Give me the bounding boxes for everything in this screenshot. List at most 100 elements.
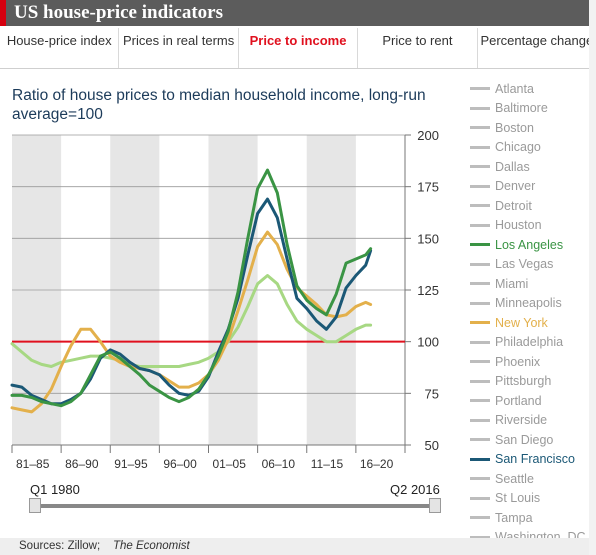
- legend-label: Las Vegas: [495, 257, 554, 272]
- slider-track[interactable]: [36, 504, 436, 508]
- page-title: US house-price indicators: [14, 2, 223, 23]
- legend-label: Miami: [495, 276, 529, 291]
- page-scrollbar[interactable]: [589, 0, 596, 555]
- legend-swatch: [470, 321, 490, 325]
- legend-item[interactable]: Chicago: [470, 138, 596, 158]
- legend-label: Houston: [495, 218, 542, 233]
- legend-swatch: [470, 399, 490, 403]
- legend-swatch: [470, 360, 490, 364]
- legend-swatch: [470, 516, 490, 520]
- y-tick-label: 50: [425, 438, 439, 453]
- legend-swatch: [470, 223, 490, 227]
- legend-item[interactable]: Phoenix: [470, 352, 596, 372]
- legend-label: Phoenix: [495, 354, 541, 369]
- legend-swatch: [470, 204, 490, 208]
- y-tick-label: 100: [417, 335, 439, 350]
- tab-price-to-rent[interactable]: Price to rent: [358, 28, 478, 68]
- legend-label: Dallas: [495, 159, 530, 174]
- legend-item[interactable]: Dallas: [470, 157, 596, 177]
- legend-label: Denver: [495, 179, 536, 194]
- legend-item[interactable]: Detroit: [470, 196, 596, 216]
- legend-swatch: [470, 106, 490, 110]
- legend-item[interactable]: Los Angeles: [470, 235, 596, 255]
- legend-swatch: [470, 438, 490, 442]
- legend-label: Minneapolis: [495, 296, 562, 311]
- tab-prices-real-terms[interactable]: Prices in real terms: [119, 28, 239, 68]
- legend-item[interactable]: Tampa: [470, 508, 596, 528]
- slider-start-handle[interactable]: [29, 498, 41, 513]
- series-line-los-angeles: [10, 168, 373, 408]
- legend-swatch: [470, 126, 490, 130]
- legend-label: San Diego: [495, 432, 554, 447]
- legend-item[interactable]: San Diego: [470, 430, 596, 450]
- legend-swatch: [470, 262, 490, 266]
- y-tick-label: 150: [417, 231, 439, 246]
- legend-label: Baltimore: [495, 101, 548, 116]
- legend-swatch: [470, 282, 490, 286]
- x-tick-label: 81–85: [16, 457, 50, 470]
- legend-item[interactable]: Miami: [470, 274, 596, 294]
- legend-item[interactable]: Boston: [470, 118, 596, 138]
- legend-item[interactable]: St Louis: [470, 489, 596, 509]
- legend-swatch: [470, 379, 490, 383]
- legend-label: Riverside: [495, 413, 548, 428]
- source-note: Sources: Zillow; The Economist: [0, 538, 596, 555]
- legend-item[interactable]: Atlanta: [470, 79, 596, 99]
- legend-label: Philadelphia: [495, 335, 564, 350]
- x-tick-label: 91–95: [114, 457, 148, 470]
- x-tick-label: 86–90: [65, 457, 99, 470]
- legend-label: San Francisco: [495, 452, 575, 467]
- legend-label: Chicago: [495, 140, 541, 155]
- legend-swatch: [470, 243, 490, 247]
- x-tick-label: 96–00: [163, 457, 197, 470]
- legend-label: St Louis: [495, 491, 541, 506]
- tab-price-to-income[interactable]: Price to income: [239, 28, 359, 68]
- chart-title: Ratio of house prices to median househol…: [12, 87, 426, 123]
- legend-label: Los Angeles: [495, 237, 564, 252]
- legend-swatch: [470, 87, 490, 91]
- legend-label: Seattle: [495, 471, 534, 486]
- date-range-slider: Q1 1980 Q2 2016: [0, 470, 460, 525]
- x-tick-label: 11–15: [311, 457, 344, 470]
- city-legend: Atlanta Baltimore Boston Chicago Dallas Denve…: [470, 79, 596, 547]
- tab-bar: House-price index Prices in real terms P…: [0, 28, 596, 69]
- legend-swatch: [470, 340, 490, 344]
- legend-item[interactable]: Portland: [470, 391, 596, 411]
- legend-swatch: [470, 457, 490, 461]
- x-tick-label: 16–20: [360, 457, 394, 470]
- legend-item[interactable]: Minneapolis: [470, 294, 596, 314]
- y-tick-label: 75: [425, 386, 439, 401]
- slider-start-label: Q1 1980: [30, 482, 80, 497]
- legend-swatch: [470, 477, 490, 481]
- series-line-new-york: [10, 230, 373, 414]
- legend-swatch: [470, 418, 490, 422]
- legend-label: Detroit: [495, 198, 532, 213]
- legend-swatch: [470, 145, 490, 149]
- legend-item[interactable]: Pittsburgh: [470, 372, 596, 392]
- legend-swatch: [470, 535, 490, 539]
- legend-item[interactable]: Seattle: [470, 469, 596, 489]
- y-tick-label: 175: [417, 180, 439, 195]
- legend-swatch: [470, 184, 490, 188]
- tab-percentage-change[interactable]: Percentage change: [480, 33, 594, 48]
- legend-item[interactable]: Denver: [470, 177, 596, 197]
- y-tick-label: 200: [417, 130, 439, 143]
- tab-house-price-index[interactable]: House-price index: [0, 28, 120, 68]
- legend-swatch: [470, 165, 490, 169]
- line-chart: 200 175 150 125 100 75 50 81–85 86–90 91–95 96–00 0…: [10, 130, 439, 470]
- slider-end-handle[interactable]: [429, 498, 441, 513]
- legend-item[interactable]: Philadelphia: [470, 333, 596, 353]
- header-bar: US house-price indicators: [0, 0, 596, 26]
- y-tick-label: 125: [417, 283, 439, 298]
- legend-label: Portland: [495, 393, 542, 408]
- legend-item[interactable]: San Francisco: [470, 450, 596, 470]
- legend-item[interactable]: New York: [470, 313, 596, 333]
- legend-item[interactable]: Las Vegas: [470, 255, 596, 275]
- legend-label: Tampa: [495, 510, 533, 525]
- legend-item[interactable]: Baltimore: [470, 99, 596, 119]
- legend-swatch: [470, 496, 490, 500]
- legend-item[interactable]: Riverside: [470, 411, 596, 431]
- legend-item[interactable]: Houston: [470, 216, 596, 236]
- legend-label: New York: [495, 315, 548, 330]
- legend-label: Atlanta: [495, 81, 534, 96]
